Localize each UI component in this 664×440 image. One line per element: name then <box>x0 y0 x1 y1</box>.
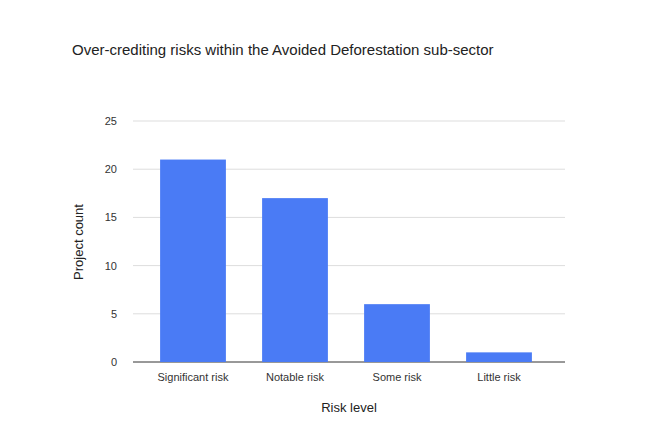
title: Over-crediting risks within the Avoided … <box>72 41 494 58</box>
bar <box>364 304 430 362</box>
chart-container: Over-crediting risks within the Avoided … <box>0 0 664 440</box>
chart-svg: Over-crediting risks within the Avoided … <box>0 0 664 440</box>
y-tick-label: 10 <box>105 260 117 272</box>
bar <box>262 198 328 362</box>
bar <box>466 352 532 362</box>
bars <box>160 160 532 362</box>
x-tick-label: Some risk <box>373 371 422 383</box>
y-tick-label: 15 <box>105 211 117 223</box>
x-tick-label: Notable risk <box>266 371 325 383</box>
grid-line <box>133 121 565 122</box>
background <box>0 0 664 440</box>
bar <box>160 160 226 362</box>
y-tick-label: 0 <box>111 356 117 368</box>
x-axis-label: Risk level <box>321 400 377 415</box>
y-tick-label: 20 <box>105 163 117 175</box>
x-tick-label: Little risk <box>477 371 521 383</box>
y-tick-label: 25 <box>105 115 117 127</box>
y-axis-label: Project count <box>71 204 86 280</box>
x-tick-label: Significant risk <box>158 371 229 383</box>
y-tick-label: 5 <box>111 308 117 320</box>
